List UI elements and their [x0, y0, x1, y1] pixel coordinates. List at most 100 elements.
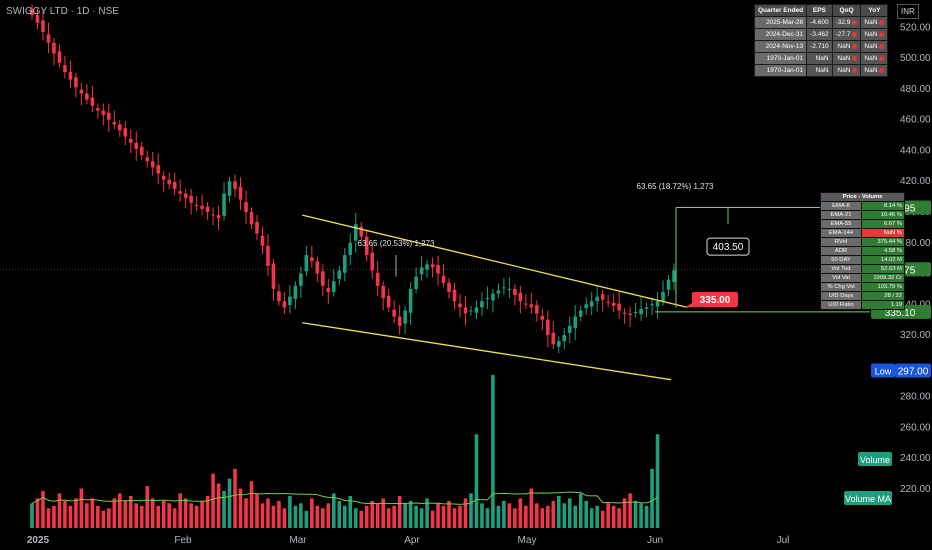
- volume-ma-line: [31, 491, 658, 505]
- y-tick-label: 260.00: [900, 422, 931, 433]
- volume-bar: [63, 500, 67, 528]
- candle-body: [101, 110, 106, 116]
- pv-value: 4.58 %: [861, 246, 905, 256]
- fundamentals-cell-qoq: -32.9: [831, 16, 862, 29]
- candle-body: [321, 271, 325, 286]
- volume-bar: [502, 500, 506, 528]
- candle-body: [249, 212, 254, 225]
- volume-bar: [342, 505, 347, 528]
- candle-body: [41, 20, 45, 32]
- candle-body: [584, 304, 589, 309]
- price-label-bg: [871, 363, 895, 378]
- candle-body: [266, 245, 270, 266]
- candle-body: [589, 301, 594, 307]
- x-tick-label: Jul: [777, 535, 790, 546]
- trendline: [302, 322, 672, 381]
- candle-body: [556, 341, 561, 347]
- candle-body: [463, 307, 468, 314]
- volume-bar: [397, 495, 402, 528]
- volume-bar: [633, 500, 638, 528]
- volume-bar: [315, 505, 320, 528]
- pv-value: NaN %: [861, 228, 905, 238]
- volume-bar: [161, 500, 166, 528]
- pv-row: EMA-144 NaN %: [820, 228, 905, 238]
- volume-bar: [337, 500, 342, 528]
- pv-label: RVol: [820, 237, 862, 247]
- volume-bar: [145, 486, 150, 528]
- candle-body: [595, 296, 599, 302]
- candle-body: [375, 272, 380, 286]
- pv-label: U/D Days: [820, 291, 862, 301]
- volume-bar: [85, 503, 89, 528]
- candle-body: [315, 261, 320, 274]
- fundamentals-cell-eps: NaN: [806, 64, 833, 77]
- volume-bar: [452, 508, 457, 528]
- price-label-bg: [895, 363, 931, 378]
- candle-body: [441, 275, 446, 283]
- fundamentals-cell-qoq: NaN: [831, 64, 862, 77]
- pv-row: U/D Ratio 1.19: [820, 300, 905, 310]
- candle-body: [359, 226, 364, 237]
- candle-body: [672, 270, 676, 282]
- candle-body: [178, 191, 182, 194]
- volume-bar: [513, 508, 517, 528]
- candle-body: [128, 138, 133, 143]
- volume-bar: [101, 510, 106, 528]
- fundamentals-cell-date: 1970-Jan-01: [753, 64, 808, 77]
- volume-bar: [46, 508, 51, 528]
- breakout-tag: [692, 292, 738, 307]
- candle-body: [74, 77, 78, 88]
- volume-bar: [617, 508, 621, 528]
- volume-bar: [321, 508, 325, 528]
- volume-bar: [52, 505, 56, 528]
- volume-bar: [491, 375, 495, 528]
- ticker-title[interactable]: SWIGGY LTD · 1D · NSE: [6, 6, 119, 17]
- fundamentals-cell-qoq: -27.7: [831, 28, 862, 41]
- candle-body: [326, 288, 331, 292]
- candle-body: [139, 146, 144, 156]
- volume-bar: [348, 495, 353, 528]
- fundamentals-header: YoY: [860, 4, 889, 17]
- candle-body: [370, 252, 375, 271]
- candle-body: [52, 42, 56, 54]
- candle-body: [337, 270, 342, 279]
- fundamentals-cell-yoy: NaN: [860, 40, 889, 53]
- candle-body: [156, 165, 161, 174]
- volume-bar: [469, 493, 473, 528]
- volume-bar: [35, 498, 40, 528]
- candle-body: [551, 332, 556, 345]
- volume-bar: [353, 508, 358, 528]
- pv-label: U/D Ratio: [820, 300, 862, 310]
- fundamentals-cell-yoy: NaN: [860, 28, 889, 41]
- candle-body: [277, 291, 281, 302]
- fundamentals-cell-yoy: NaN: [860, 64, 889, 77]
- pv-value: 1909.32 Cr: [861, 273, 905, 283]
- volume-bar: [611, 505, 616, 528]
- volume-bar: [655, 434, 660, 528]
- candle-body: [661, 292, 665, 302]
- volume-bar: [364, 505, 369, 528]
- y-tick-label: 320.00: [900, 330, 931, 341]
- volume-bar: [480, 503, 484, 528]
- fundamentals-row: 2025-Mar-28 -4.600 -32.9 NaN: [753, 16, 889, 29]
- volume-bar: [57, 493, 62, 528]
- volume-bar: [556, 495, 561, 528]
- pv-value: 28 / 22: [861, 291, 905, 301]
- candle-body: [496, 290, 501, 294]
- volume-bar: [211, 473, 215, 528]
- candle-body: [348, 242, 353, 256]
- fundamentals-header: EPS: [806, 4, 833, 17]
- measure-label: 63.65 (18.72%) 1,273: [637, 182, 714, 191]
- pv-row: Vol Tod 52.63 M: [820, 264, 905, 274]
- candle-body: [123, 128, 128, 137]
- volume-bar: [205, 495, 210, 528]
- volume-bar: [381, 498, 385, 528]
- candle-body: [216, 215, 221, 219]
- candle-body: [271, 263, 276, 289]
- currency-button[interactable]: INR: [897, 4, 919, 19]
- volume-bar: [639, 503, 643, 528]
- pv-label: % Chg Vol: [820, 282, 862, 292]
- y-tick-label: 340.00: [900, 299, 931, 310]
- volume-bar: [375, 503, 380, 528]
